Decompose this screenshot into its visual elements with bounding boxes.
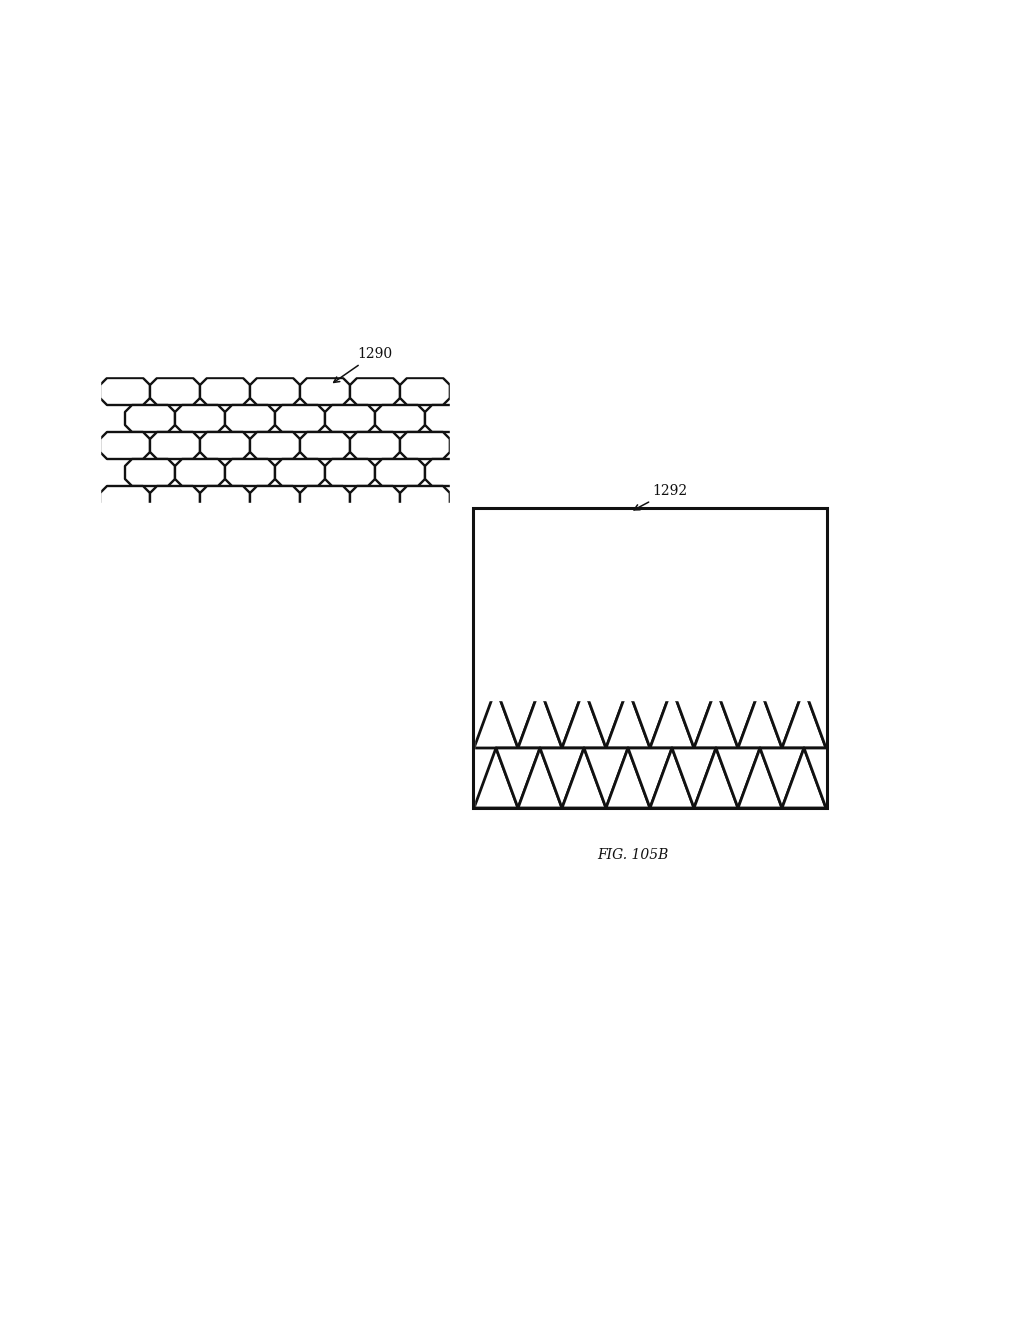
- Text: 1290: 1290: [334, 347, 392, 383]
- Text: 1292: 1292: [634, 484, 687, 510]
- Text: Patent Application Publication      Jul. 19, 2012   Sheet 105 of 187   US 2012/0: Patent Application Publication Jul. 19, …: [213, 62, 811, 74]
- Bar: [473, 508, 827, 808]
- Text: FIG. 105A: FIG. 105A: [216, 661, 288, 675]
- Text: FIG. 105B: FIG. 105B: [597, 847, 669, 862]
